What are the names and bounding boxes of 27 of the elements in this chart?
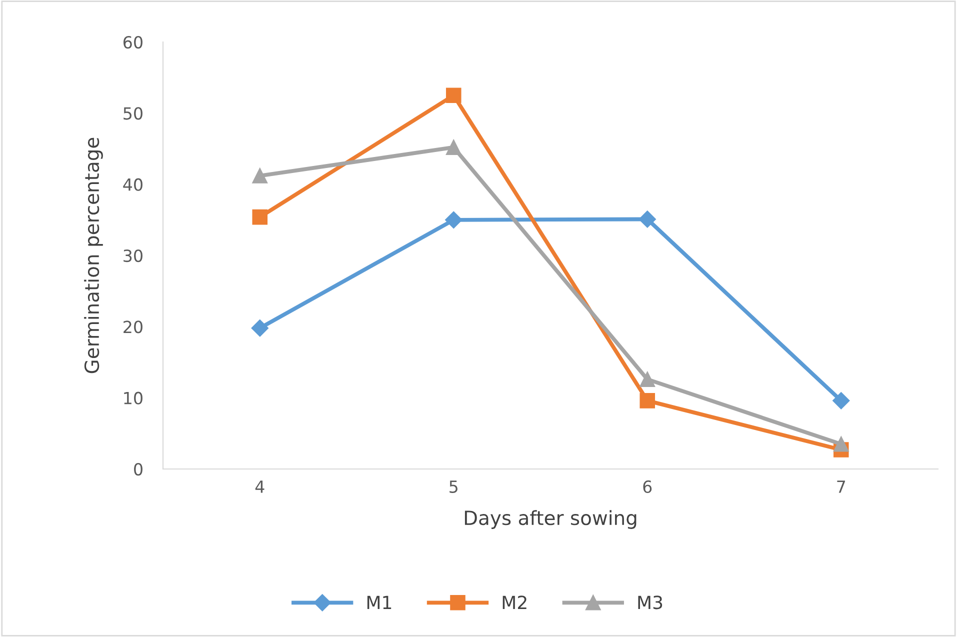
point [251, 320, 268, 337]
point [252, 168, 268, 184]
point [833, 436, 849, 452]
legend-label: M1 [367, 596, 392, 609]
x-axis-title: Days after sowing [464, 510, 636, 529]
point [446, 88, 462, 104]
y-axis-title: Germination percentage [84, 138, 103, 374]
point [638, 210, 656, 228]
point [252, 209, 268, 225]
y-tick-label: 30 [124, 249, 142, 262]
point [640, 372, 656, 387]
y-tick-label: 50 [124, 107, 142, 120]
point [446, 140, 462, 155]
y-tick-label: 20 [124, 320, 142, 334]
x-tick-label: 6 [643, 480, 652, 494]
legend-label: M3 [638, 596, 662, 610]
y-tick-label: 60 [124, 36, 142, 49]
point [832, 392, 850, 410]
point [640, 393, 656, 408]
legend-label: M2 [502, 596, 526, 609]
y-tick-label: 0 [134, 462, 142, 476]
y-tick-label: 40 [123, 178, 142, 191]
point [445, 211, 462, 228]
x-tick-label: 5 [450, 480, 458, 494]
x-tick-label: 4 [255, 480, 264, 493]
y-tick-label: 10 [124, 392, 142, 404]
x-tick-label: 7 [837, 480, 846, 493]
